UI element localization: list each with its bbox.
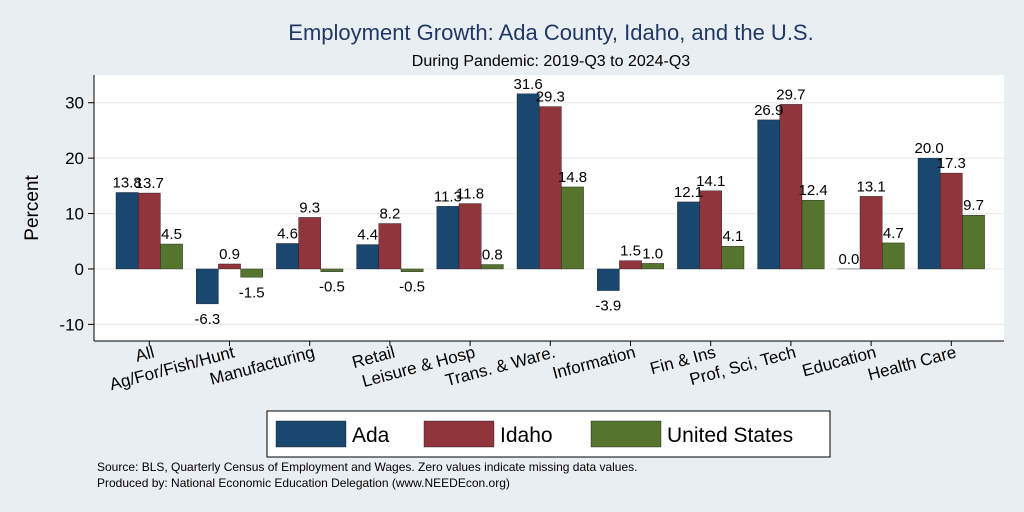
data-label-united-states-7: 4.1 <box>722 228 743 245</box>
category-label-6: Information <box>550 343 637 383</box>
bar-idaho-5 <box>539 106 562 270</box>
data-label-united-states-2: -0.5 <box>319 279 345 296</box>
data-label-united-states-6: 1.0 <box>642 245 663 262</box>
bar-idaho-2 <box>298 217 322 270</box>
bar-united-states-0 <box>160 243 183 270</box>
category-label-10: Health Care <box>866 343 959 385</box>
data-label-idaho-10: 17.3 <box>937 155 966 172</box>
bar-ada-7 <box>677 201 700 270</box>
data-label-united-states-4: 0.8 <box>482 247 503 264</box>
data-label-idaho-3: 8.2 <box>379 206 400 223</box>
bar-united-states-9 <box>882 242 905 270</box>
bar-idaho-8 <box>779 104 803 270</box>
y-tick-label: -10 <box>59 315 84 334</box>
bar-ada-0 <box>115 192 139 270</box>
bar-ada-8 <box>757 119 780 270</box>
data-label-united-states-3: -0.5 <box>399 279 425 296</box>
legend-swatch-united-states <box>590 420 662 448</box>
chart-subtitle: During Pandemic: 2019-Q3 to 2024-Q3 <box>412 53 690 70</box>
data-label-ada-7: 12.1 <box>674 184 703 201</box>
bar-united-states-4 <box>481 264 504 270</box>
bar-layer <box>115 93 985 305</box>
category-label-0: All <box>133 343 156 366</box>
y-tick-label: 20 <box>65 149 84 168</box>
y-tick-label: 0 <box>75 260 84 279</box>
legend-label-idaho: Idaho <box>500 424 553 447</box>
data-label-idaho-4: 11.8 <box>456 186 484 203</box>
data-label-ada-10: 20.0 <box>914 140 943 157</box>
bar-united-states-8 <box>801 200 825 270</box>
data-label-ada-6: -3.9 <box>595 298 621 315</box>
data-label-united-states-9: 4.7 <box>883 225 904 242</box>
bar-united-states-5 <box>561 186 584 270</box>
data-label-ada-8: 26.9 <box>754 102 783 119</box>
bar-ada-2 <box>276 243 299 270</box>
data-label-idaho-9: 13.1 <box>856 178 885 195</box>
source-note: Source: BLS, Quarterly Census of Employm… <box>97 460 637 474</box>
bar-idaho-10 <box>940 172 963 270</box>
data-label-idaho-7: 14.1 <box>696 173 725 190</box>
bar-united-states-6 <box>641 263 664 270</box>
bar-ada-5 <box>516 93 540 270</box>
produced-by-note: Produced by: National Economic Education… <box>97 476 510 490</box>
data-label-united-states-5: 14.8 <box>558 169 587 186</box>
bar-idaho-6 <box>619 260 642 270</box>
data-label-ada-9: 0.0 <box>838 251 859 268</box>
data-label-united-states-8: 12.4 <box>798 182 827 199</box>
data-label-layer: 13.8 -6.3 4.6 4.4 11.3 31.6 -3.9 12.1 26.9 0.0 20.… <box>112 76 983 328</box>
y-tick-label: 10 <box>65 205 84 224</box>
legend-swatch-idaho <box>423 420 495 448</box>
data-label-ada-3: 4.4 <box>357 227 378 244</box>
bar-idaho-7 <box>699 190 722 270</box>
bar-united-states-3 <box>400 268 424 272</box>
data-label-idaho-6: 1.5 <box>620 243 641 260</box>
bar-idaho-1 <box>218 263 241 270</box>
data-label-idaho-5: 29.3 <box>536 89 565 106</box>
bar-ada-1 <box>195 268 219 305</box>
bar-idaho-0 <box>137 192 161 270</box>
legend-label-united-states: United States <box>667 424 793 447</box>
legend: Ada Idaho United States <box>266 410 831 458</box>
bar-idaho-4 <box>458 203 482 270</box>
data-label-ada-0: 13.8 <box>112 174 141 191</box>
data-label-idaho-8: 29.7 <box>776 86 805 103</box>
legend-box <box>266 410 831 458</box>
data-label-ada-5: 31.6 <box>513 76 542 93</box>
bar-idaho-3 <box>378 223 402 270</box>
data-label-idaho-2: 9.3 <box>299 199 320 216</box>
legend-label-ada: Ada <box>352 424 390 447</box>
legend-swatch-ada <box>275 420 347 448</box>
data-label-united-states-10: 9.7 <box>963 197 984 214</box>
bar-united-states-7 <box>721 246 745 270</box>
data-label-ada-1: -6.3 <box>194 311 220 328</box>
data-label-united-states-1: -1.5 <box>239 284 265 301</box>
bar-ada-10 <box>917 157 941 270</box>
category-label-9: Education <box>800 343 878 381</box>
data-label-idaho-1: 0.9 <box>219 246 240 263</box>
bar-united-states-10 <box>962 215 985 270</box>
y-tick-label: 30 <box>65 94 84 113</box>
bar-ada-4 <box>436 206 460 270</box>
bar-idaho-9 <box>859 196 883 270</box>
bar-ada-3 <box>356 244 380 270</box>
bar-united-states-2 <box>320 268 344 272</box>
data-label-ada-4: 11.3 <box>434 188 462 205</box>
y-axis-label: Percent <box>22 175 43 241</box>
bar-ada-6 <box>597 268 620 291</box>
data-label-united-states-0: 4.5 <box>161 226 182 243</box>
chart-title: Employment Growth: Ada County, Idaho, an… <box>288 20 813 45</box>
bar-united-states-1 <box>240 268 264 278</box>
data-label-ada-2: 4.6 <box>277 225 298 242</box>
data-label-idaho-0: 13.7 <box>135 175 164 192</box>
